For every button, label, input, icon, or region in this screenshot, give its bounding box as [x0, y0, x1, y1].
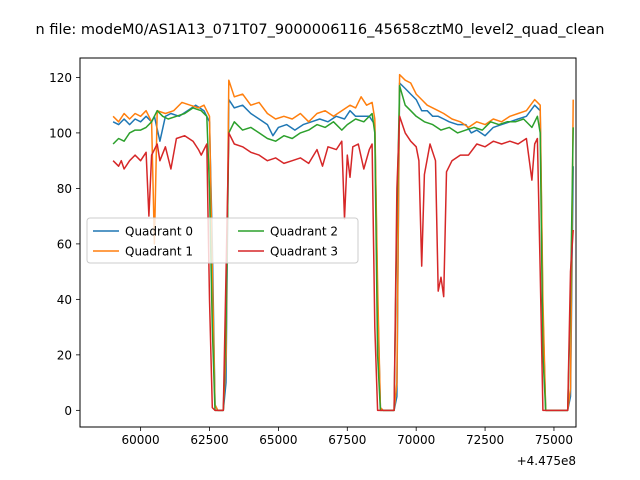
x-tick-label: 65000: [259, 433, 297, 447]
x-tick-label: 60000: [122, 433, 160, 447]
x-axis: 60000 62500 65000 67500 70000 72500 75000: [122, 427, 573, 447]
plot-frame: [79, 57, 577, 428]
legend-label-quadrant-1: Quadrant 1: [125, 245, 193, 259]
legend-label-quadrant-0: Quadrant 0: [125, 225, 193, 239]
x-tick-label: 72500: [466, 433, 504, 447]
legend: Quadrant 0 Quadrant 1 Quadrant 2 Quadrant 3: [86, 217, 359, 264]
series-line-quadrant-2: [112, 84, 574, 412]
y-tick-label: 120: [49, 71, 72, 85]
y-tick-label: 100: [49, 126, 72, 140]
series-line-quadrant-3: [112, 115, 574, 412]
x-offset-label: +4.475e8: [517, 454, 576, 468]
y-tick-label: 40: [57, 293, 72, 307]
x-tick-label: 75000: [535, 433, 573, 447]
x-tick-label: 70000: [397, 433, 435, 447]
legend-label-quadrant-3: Quadrant 3: [270, 245, 338, 259]
y-tick-label: 60: [57, 237, 72, 251]
y-axis: 0 20 40 60 80 100 120: [49, 71, 80, 418]
series-layer: [112, 73, 574, 412]
y-tick-label: 20: [57, 348, 72, 362]
chart-title: n file: modeM0/AS1A13_071T07_9000006116_…: [36, 22, 605, 38]
series-line-quadrant-1: [112, 73, 574, 412]
legend-box: [86, 217, 359, 264]
y-tick-label: 0: [64, 404, 72, 418]
x-tick-label: 67500: [328, 433, 366, 447]
legend-label-quadrant-2: Quadrant 2: [270, 225, 338, 239]
x-tick-label: 62500: [190, 433, 228, 447]
y-tick-label: 80: [57, 182, 72, 196]
